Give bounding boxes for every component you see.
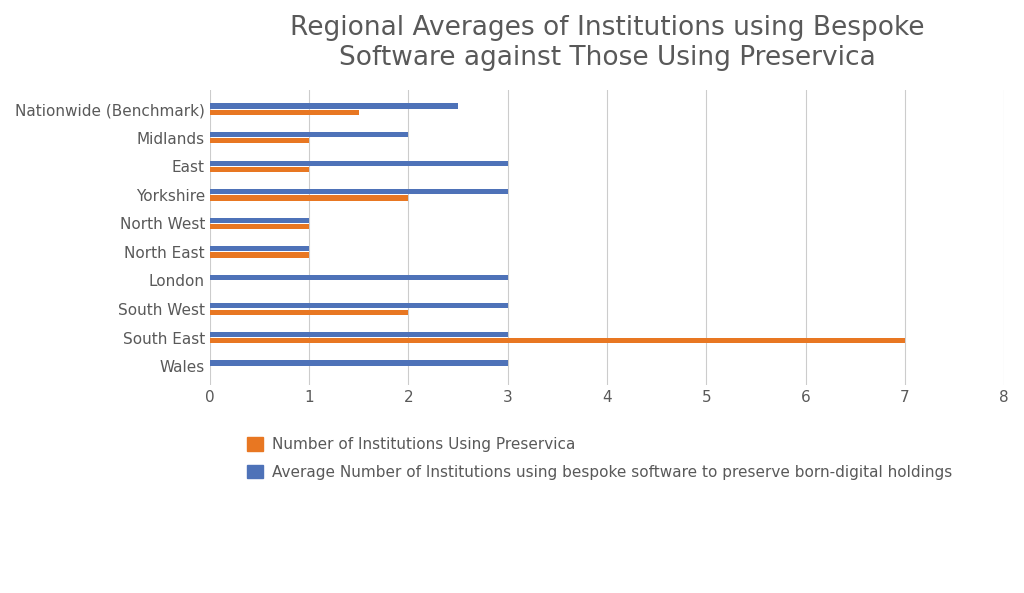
- Title: Regional Averages of Institutions using Bespoke
Software against Those Using Pre: Regional Averages of Institutions using …: [290, 15, 925, 71]
- Bar: [210, 103, 458, 109]
- Bar: [210, 275, 508, 280]
- Bar: [210, 253, 309, 257]
- Bar: [210, 161, 508, 165]
- Bar: [210, 332, 508, 337]
- Bar: [210, 246, 309, 251]
- Bar: [210, 303, 508, 308]
- Bar: [210, 167, 309, 172]
- Legend: Number of Institutions Using Preservica, Average Number of Institutions using be: Number of Institutions Using Preservica,…: [242, 431, 958, 486]
- Bar: [210, 189, 508, 195]
- Bar: [210, 138, 309, 144]
- Bar: [210, 132, 409, 137]
- Bar: [210, 110, 358, 115]
- Bar: [210, 310, 409, 315]
- Bar: [210, 338, 905, 343]
- Bar: [210, 195, 409, 200]
- Bar: [210, 224, 309, 229]
- Bar: [210, 218, 309, 223]
- Bar: [210, 361, 508, 365]
